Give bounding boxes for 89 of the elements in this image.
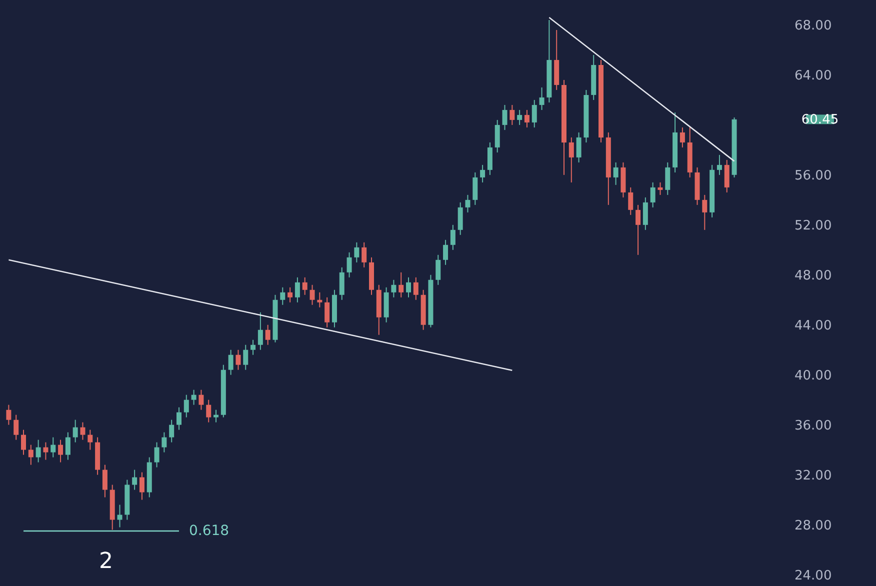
candlestick bbox=[265, 324, 270, 346]
candlestick bbox=[288, 286, 293, 303]
candlestick bbox=[443, 239, 448, 266]
candlestick bbox=[524, 109, 530, 128]
y-tick-label: 48.00 bbox=[794, 268, 832, 284]
candlestick bbox=[14, 414, 19, 440]
candlestick bbox=[191, 389, 196, 406]
candlestick bbox=[258, 312, 263, 350]
candlestick bbox=[354, 242, 360, 263]
candlestick bbox=[450, 224, 456, 250]
candlestick bbox=[206, 399, 212, 423]
candlestick bbox=[43, 442, 48, 460]
candlestick bbox=[494, 119, 500, 153]
candlestick bbox=[36, 439, 41, 463]
line-series bbox=[8, 259, 513, 371]
candlestick bbox=[339, 266, 344, 300]
candlestick bbox=[6, 404, 12, 426]
candlestick bbox=[302, 276, 308, 296]
candlestick bbox=[465, 194, 470, 213]
candlestick bbox=[58, 439, 64, 463]
candlestick bbox=[139, 472, 144, 500]
candlestick bbox=[72, 419, 78, 443]
candlestick bbox=[132, 469, 138, 490]
candlestick bbox=[65, 432, 70, 460]
candlestick bbox=[650, 182, 656, 208]
y-tick-label: 24.00 bbox=[794, 568, 832, 584]
candlestick bbox=[117, 504, 122, 528]
candlestick bbox=[228, 349, 234, 376]
candlestick bbox=[28, 444, 34, 466]
candlestick bbox=[613, 162, 618, 186]
y-tick-label: 52.00 bbox=[794, 218, 832, 234]
candlestick bbox=[636, 204, 641, 256]
candlestick bbox=[502, 104, 508, 130]
candlestick bbox=[724, 159, 730, 193]
candlestick bbox=[539, 86, 544, 110]
series-label: 0.618 bbox=[188, 523, 230, 540]
candlestick bbox=[250, 339, 256, 356]
candlestick bbox=[184, 394, 189, 418]
candlestick bbox=[154, 442, 160, 468]
candlestick bbox=[532, 99, 537, 128]
candlestick bbox=[391, 279, 396, 298]
candlestick bbox=[214, 409, 219, 423]
candlestick bbox=[517, 109, 522, 126]
candlestick bbox=[169, 419, 174, 443]
y-tick-label: 28.00 bbox=[794, 518, 832, 534]
y-tick-label: 40.00 bbox=[794, 368, 832, 384]
candlestick bbox=[480, 164, 486, 183]
y-tick-label: 64.00 bbox=[794, 68, 832, 84]
candlestick bbox=[176, 406, 182, 430]
candlestick bbox=[398, 272, 404, 298]
candlestick bbox=[198, 389, 204, 410]
candlestick bbox=[472, 172, 478, 206]
candlestick bbox=[680, 126, 685, 148]
line-series bbox=[548, 16, 735, 162]
y-tick-label: 56.00 bbox=[794, 168, 832, 184]
annotation: 2 bbox=[99, 549, 113, 574]
y-tick-label: 44.00 bbox=[794, 318, 832, 334]
candlestick bbox=[658, 182, 663, 196]
y-tick-label: 36.00 bbox=[794, 418, 832, 434]
candlestick bbox=[80, 422, 86, 440]
candlestick bbox=[324, 296, 330, 328]
candlestick bbox=[21, 429, 26, 456]
candlestick bbox=[236, 349, 241, 370]
candlestick bbox=[576, 132, 582, 163]
candlestick bbox=[317, 292, 322, 308]
candlestick bbox=[102, 464, 108, 498]
candlestick bbox=[458, 202, 463, 236]
candlestick bbox=[346, 252, 352, 278]
candlestick bbox=[487, 142, 492, 176]
candlestick bbox=[568, 136, 574, 183]
candlestick bbox=[628, 186, 634, 216]
candlestick bbox=[88, 429, 93, 450]
candlestick bbox=[50, 436, 56, 458]
candlestick bbox=[702, 194, 708, 230]
y-tick-label: 68.00 bbox=[794, 18, 832, 34]
candlestick bbox=[310, 284, 315, 306]
candlestick bbox=[243, 344, 248, 370]
candlestick bbox=[280, 286, 286, 306]
candlestick bbox=[162, 432, 167, 453]
candlestick bbox=[510, 104, 515, 126]
candlestick bbox=[642, 196, 648, 230]
candlestick bbox=[716, 154, 722, 176]
candlestick bbox=[413, 276, 418, 300]
candlestick bbox=[362, 242, 367, 268]
candlestick bbox=[406, 276, 412, 298]
candlestick bbox=[436, 254, 441, 286]
candlestick bbox=[294, 276, 300, 303]
y-tick-label: 32.00 bbox=[794, 468, 832, 484]
candlestick bbox=[665, 162, 670, 196]
